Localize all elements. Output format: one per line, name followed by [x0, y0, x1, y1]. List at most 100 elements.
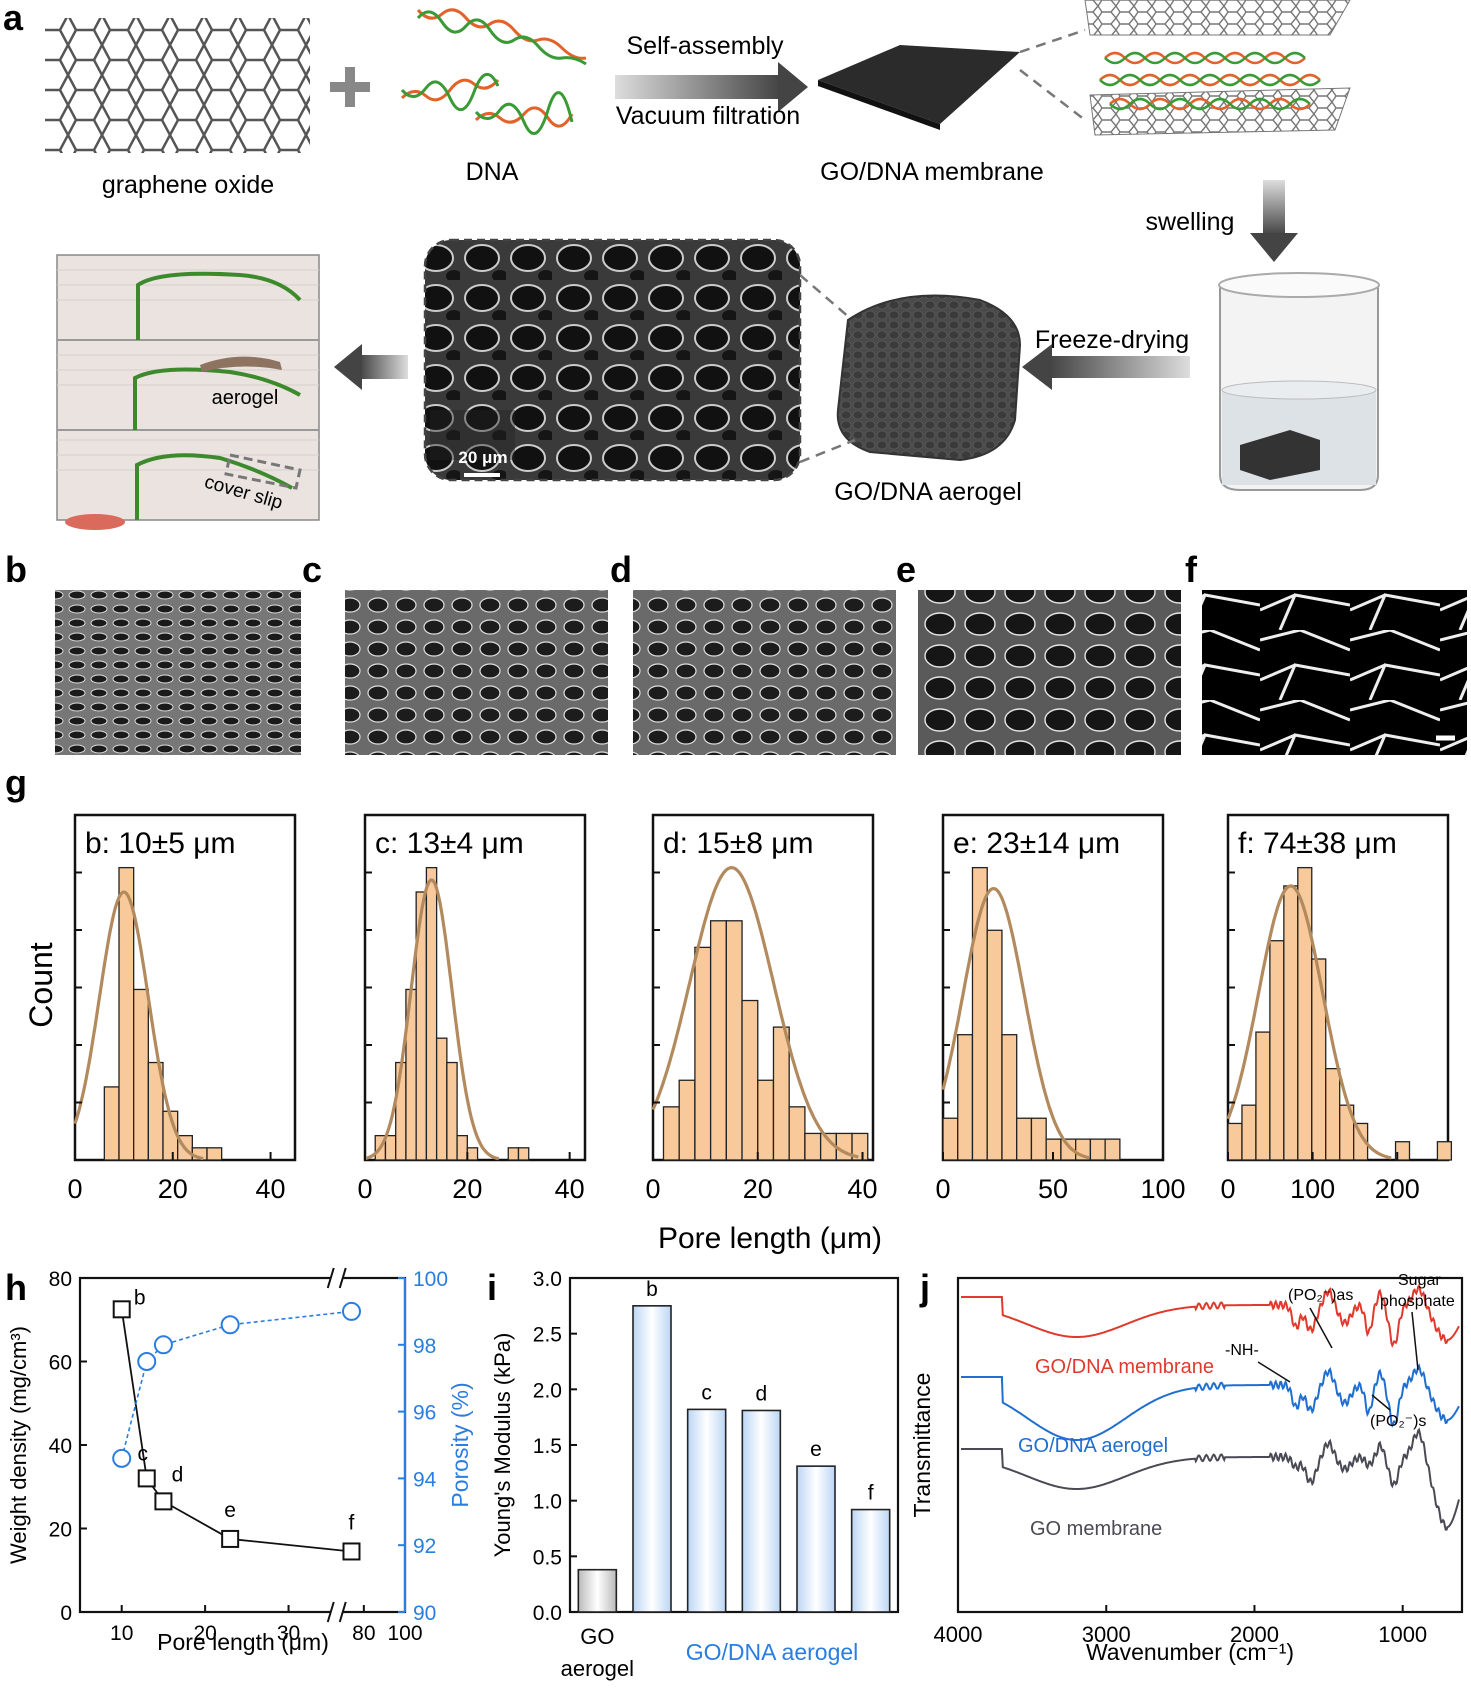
zoom-lines-membrane	[1019, 28, 1086, 121]
y-tick-label-right: 90	[413, 1602, 436, 1625]
histogram-label: f: 74±38 μm	[1238, 827, 1397, 860]
histogram-label: d: 15±8 μm	[663, 827, 813, 860]
x-tick-label: 20	[452, 1174, 482, 1204]
bar-label: b	[646, 1278, 658, 1301]
histogram-bar	[384, 1134, 397, 1161]
bar-label: f	[868, 1482, 874, 1505]
modulus-bar	[796, 1465, 836, 1613]
histogram-bar	[1311, 958, 1327, 1161]
histogram-bar	[103, 1086, 120, 1161]
annotation-sugar: Sugar	[1398, 1272, 1441, 1289]
g-xlabel: Pore length (μm)	[658, 1222, 882, 1255]
y-tick-label-right: 98	[413, 1335, 436, 1358]
spectrum-line	[961, 1363, 1460, 1441]
y-tick-label: 1.5	[533, 1435, 562, 1458]
j-xlabel: Wavenumber (cm⁻¹)	[1086, 1639, 1294, 1665]
label-vacuum-filtration: Vacuum filtration	[616, 102, 800, 130]
histogram-bar	[1269, 940, 1285, 1161]
spectrum-line	[961, 1283, 1460, 1348]
histogram-bar	[851, 1132, 869, 1161]
category-go-dna-aerogel-label: GO/DNA aerogel	[686, 1639, 859, 1665]
series-label: GO membrane	[1030, 1518, 1162, 1540]
pore-histograms: 0 20 40 b: 10±5 μm 0 20 40 c: 13±4 μm 0 20 40 d: 15…	[67, 813, 1453, 1204]
sem-image-f	[1202, 590, 1467, 755]
x-tick-label: 40	[555, 1174, 585, 1204]
x-tick-label: 10	[110, 1622, 133, 1645]
plot-frame	[956, 1276, 1464, 1614]
point-label: e	[224, 1499, 236, 1522]
process-arrow-down	[1250, 180, 1298, 262]
y-tick-label-right: 92	[413, 1535, 436, 1558]
photo-aerogel-on-grass: aerogel cover slip	[56, 254, 320, 530]
x-tick-label: 3000	[1082, 1622, 1131, 1647]
i-ylabel: Young's Modulus (kPa)	[490, 1333, 515, 1558]
histogram-bar	[757, 1079, 775, 1161]
y-tick-label: 2.5	[533, 1324, 562, 1347]
x-tick-label: 0	[935, 1174, 950, 1204]
plus-icon	[330, 67, 370, 107]
bar-label: c	[701, 1381, 712, 1404]
histogram-bar	[1030, 1117, 1047, 1161]
zoom-lines-aerogel	[799, 274, 856, 464]
bar-label: d	[755, 1382, 767, 1405]
histogram-bar	[678, 1079, 696, 1161]
x-tick-label: 20	[158, 1174, 188, 1204]
histogram-bar	[425, 866, 438, 1161]
point-label: b	[134, 1286, 146, 1309]
histogram-bar	[1016, 1117, 1033, 1161]
ftir-spectra-chart: 4000 3000 2000 1000 Wavenumber (cm⁻¹) Transmi…	[909, 1272, 1464, 1665]
youngs-modulus-chart: 0.0 0.5 1.0 1.5 2.0 2.5 3.0 Young's Modulus (kP…	[490, 1268, 900, 1681]
annotation-nh: -NH-	[1225, 1342, 1259, 1359]
histogram-label: e: 23±14 μm	[953, 827, 1120, 860]
histogram-bar	[788, 1106, 806, 1161]
weight-density-point	[112, 1300, 131, 1319]
sem-image-c	[345, 590, 608, 755]
dna-helix-icon	[400, 8, 587, 135]
modulus-bar	[850, 1508, 891, 1613]
y-tick-label: 3.0	[533, 1268, 562, 1291]
x-tick-label: 100	[1140, 1174, 1185, 1204]
histogram-bar	[772, 1026, 790, 1161]
process-arrow-right-1	[615, 62, 808, 112]
histogram-bar	[725, 920, 743, 1161]
weight-density-point	[221, 1529, 240, 1548]
membrane-edge	[818, 80, 940, 130]
label-freeze-drying: Freeze-drying	[1035, 326, 1189, 354]
axis-break-gap	[330, 1268, 343, 1288]
series-label: GO/DNA aerogel	[1018, 1435, 1168, 1457]
panel-label-e: e	[896, 549, 916, 590]
panel-label-f: f	[1185, 549, 1198, 590]
x-tick-label: 80	[352, 1622, 375, 1645]
process-arrow-left-2	[334, 344, 408, 390]
graphene-oxide-lattice	[45, 18, 310, 153]
histogram-bar	[466, 1147, 479, 1161]
y-tick-label-left: 40	[49, 1435, 72, 1458]
panel-label-i: i	[487, 1267, 497, 1308]
y-tick-label: 0.5	[533, 1546, 562, 1569]
weight-density-point	[137, 1469, 156, 1488]
y-tick-label-left: 20	[49, 1519, 72, 1542]
label-go-dna-membrane: GO/DNA membrane	[820, 158, 1044, 186]
weight-density-point	[154, 1492, 173, 1511]
histogram-label: c: 13±4 μm	[375, 827, 524, 860]
photo-label-aerogel: aerogel	[212, 387, 279, 409]
panel-label-c: c	[302, 549, 322, 590]
plot-frame	[568, 1276, 900, 1614]
axis-break-mark	[338, 1601, 347, 1623]
porosity-point	[112, 1448, 132, 1468]
histogram-bar	[662, 1106, 680, 1161]
sem-image-d	[633, 590, 896, 755]
histogram-bar	[435, 1037, 448, 1161]
panel-label-h: h	[5, 1267, 27, 1308]
gaussian-fit-line	[941, 886, 1091, 1160]
y-tick-label-right: 100	[413, 1268, 448, 1291]
y-tick-label-left: 60	[49, 1352, 72, 1375]
x-tick-label: 30	[277, 1622, 300, 1645]
density-porosity-chart: 10 20 30 80 100 0 20 40 60 80 90 92 94 96 98 100 Pore le…	[6, 1267, 473, 1655]
annotation-arrow	[1371, 1394, 1391, 1411]
j-ylabel: Transmittance	[909, 1373, 935, 1518]
axis-break-gap	[330, 1602, 343, 1622]
x-tick-label: 100	[1290, 1174, 1335, 1204]
histogram-bar	[1283, 885, 1299, 1161]
